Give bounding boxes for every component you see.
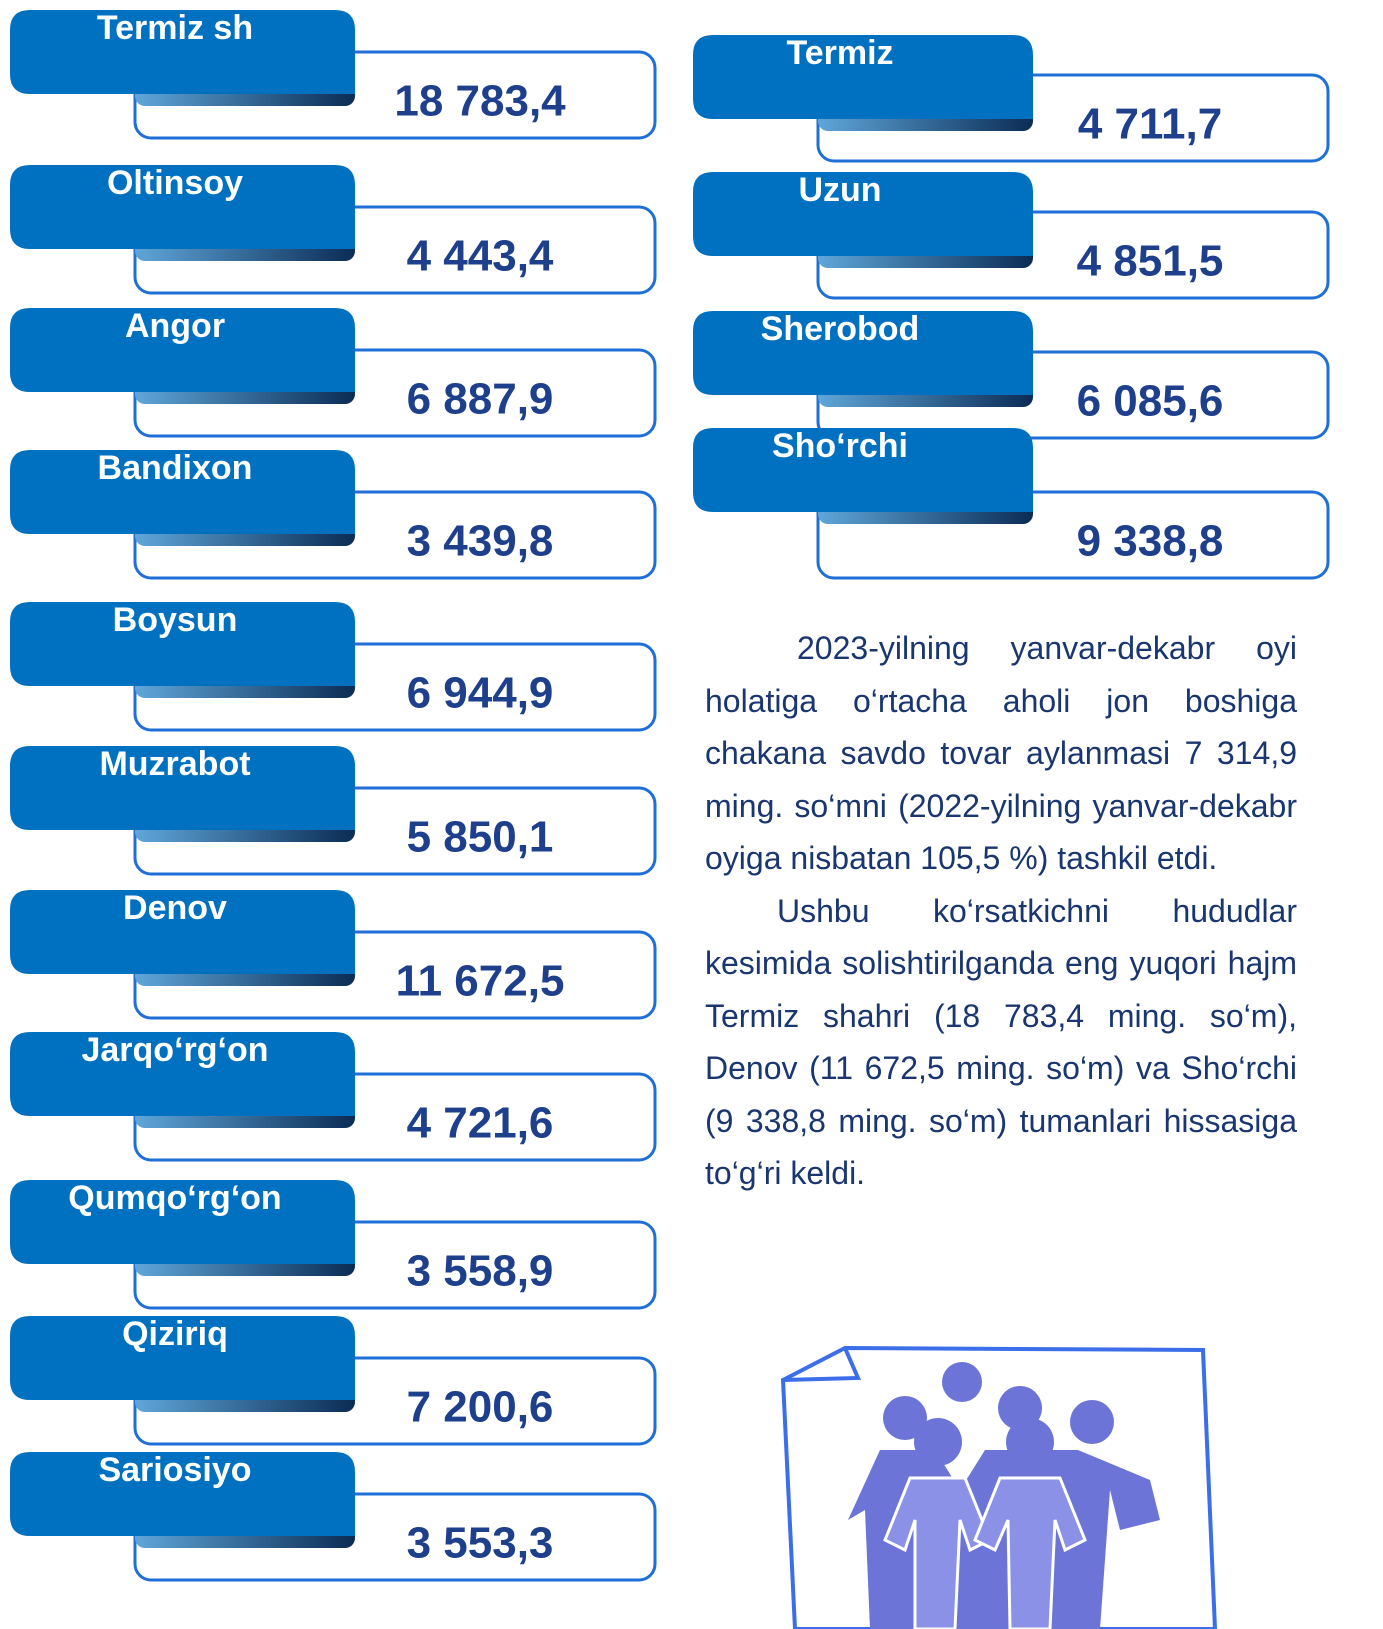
region-name: Sariosiyo [98, 1451, 251, 1489]
region-value: 6 085,6 [1077, 377, 1224, 426]
region-value: 3 439,8 [407, 517, 554, 566]
region-name: Jarqo‘rg‘on [81, 1031, 268, 1069]
region-value: 7 200,6 [407, 1383, 554, 1432]
people-icon [783, 1348, 1215, 1629]
region-value: 18 783,4 [394, 77, 566, 126]
region-name: Sherobod [761, 310, 920, 348]
region-name: Termiz [786, 34, 893, 72]
paragraph: Ushbu ko‘rsatkichni hududlar kesimida so… [705, 885, 1297, 1200]
region-value: 4 711,7 [1078, 100, 1222, 149]
region-value: 4 851,5 [1077, 237, 1224, 286]
region-name: Angor [125, 307, 225, 345]
region-name: Denov [123, 889, 227, 927]
description: 2023-yilning yanvar-dekabr oyi holatiga … [705, 622, 1297, 1200]
paragraph: 2023-yilning yanvar-dekabr oyi holatiga … [705, 622, 1297, 885]
region-value: 3 553,3 [407, 1519, 554, 1568]
region-name: Qumqo‘rg‘on [68, 1179, 281, 1217]
region-name: Termiz sh [97, 9, 253, 47]
page: Termiz sh 18 783,4 Oltinsoy 4 443,4 Angor 6 8… [0, 0, 1383, 1629]
region-name: Bandixon [98, 449, 253, 487]
region-value: 3 558,9 [407, 1247, 554, 1296]
region-name: Muzrabot [99, 745, 250, 783]
region-value: 6 887,9 [407, 375, 554, 424]
region-value: 5 850,1 [407, 813, 554, 862]
region-value: 4 443,4 [407, 232, 554, 281]
region-value: 9 338,8 [1077, 517, 1224, 566]
region-name: Boysun [113, 601, 238, 639]
region-name: Oltinsoy [107, 164, 243, 202]
region-value: 11 672,5 [396, 957, 565, 1006]
region-name: Sho‘rchi [772, 427, 908, 465]
region-value: 4 721,6 [407, 1099, 554, 1148]
region-name: Qiziriq [122, 1315, 228, 1353]
region-name: Uzun [798, 171, 881, 209]
region-value: 6 944,9 [407, 669, 554, 718]
